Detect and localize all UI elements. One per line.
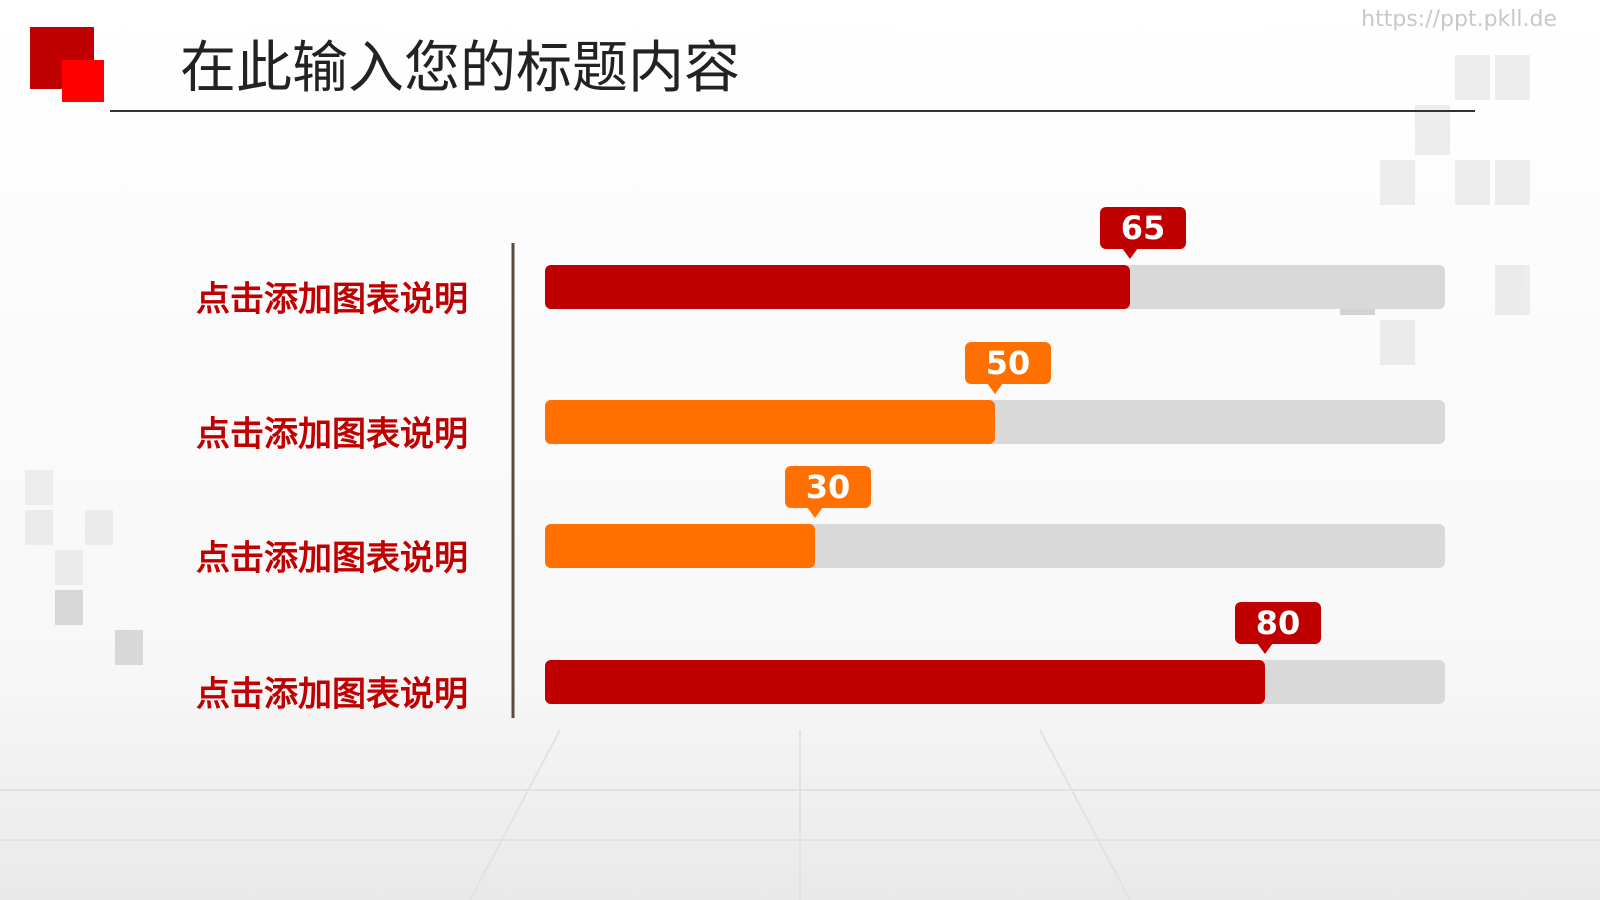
callout <box>1235 602 1321 644</box>
value-label: 30 <box>806 468 851 506</box>
callout <box>965 342 1051 384</box>
category-label: 点击添加图表说明 <box>196 280 468 320</box>
callout-pointer <box>807 507 823 518</box>
callout <box>1100 207 1186 249</box>
value-label: 65 <box>1121 209 1166 247</box>
source: https://ppt.pkll.de <box>1361 7 1557 32</box>
title: 在此输入您的标题内容 <box>180 36 740 101</box>
category-label: 点击添加图表说明 <box>196 675 468 715</box>
category-label: 点击添加图表说明 <box>196 539 468 579</box>
bar <box>545 660 1265 704</box>
callout-pointer <box>1122 248 1138 259</box>
value-label: 80 <box>1256 604 1301 642</box>
callout-pointer <box>987 383 1003 394</box>
value-label: 50 <box>986 344 1031 382</box>
bar <box>545 400 995 444</box>
callout <box>785 466 871 508</box>
floor-lines <box>0 729 1600 900</box>
callout-pointer <box>1257 643 1273 654</box>
logo-square <box>62 60 104 102</box>
bar <box>545 524 815 568</box>
category-label: 点击添加图表说明 <box>196 415 468 455</box>
bar <box>545 265 1130 309</box>
